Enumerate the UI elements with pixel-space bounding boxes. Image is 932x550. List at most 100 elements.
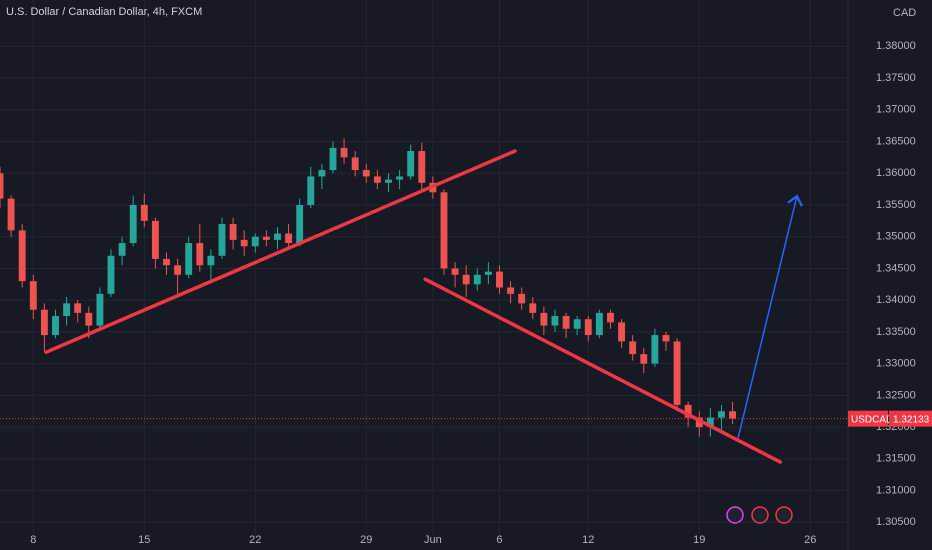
y-tick-label: 1.34000 [876,294,916,306]
candle-body [440,192,448,269]
candle-body [118,243,126,256]
y-tick-label: 1.38000 [876,40,916,52]
candle-body [473,274,481,285]
candle-body [274,233,281,240]
candle-body [174,265,182,275]
x-tick-label: 29 [360,534,372,546]
candle-body [584,319,592,336]
symbol-tag [848,410,888,427]
candle-body [618,322,626,342]
candle-body [207,255,215,266]
y-tick-label: 1.35500 [876,199,916,211]
candle-body [373,176,381,183]
y-tick-label: 1.37000 [876,104,916,116]
event-icons[interactable] [726,506,793,524]
candle-body [396,176,404,180]
candle-body [229,224,237,240]
y-tick-label: 1.35000 [876,231,916,243]
candle-body [651,335,659,364]
event-icon[interactable] [751,506,769,524]
candle-body [729,411,737,419]
x-tick-label: 12 [582,534,594,546]
x-tick-label: 6 [496,534,502,546]
candle-body [262,236,270,240]
candle-body [673,341,681,405]
candle-body [484,271,492,275]
x-tick-label: 15 [138,534,150,546]
candle-body [307,176,315,205]
candle-body [496,271,503,288]
candle-body [285,233,293,244]
chart-title: U.S. Dollar / Canadian Dollar, 4h, FXCM [6,6,202,18]
candle-body [595,312,603,336]
x-tick-label: Jun [424,534,442,546]
x-tick-label: 19 [693,534,705,546]
y-tick-label: 1.31000 [876,484,916,496]
x-tick-label: 26 [804,534,816,546]
price-tag [889,410,932,427]
candle-body [706,417,714,428]
candle-body [684,404,692,418]
candle-body [296,204,304,244]
candle-body [251,236,259,247]
candle-body [7,198,15,231]
y-tick-label: 1.36500 [876,135,916,147]
x-tick-label: 22 [249,534,261,546]
candle-body [240,239,248,247]
trend-line [44,149,517,354]
candle-body [573,319,581,329]
candle-body [107,255,115,294]
candle-body [74,303,82,313]
candle-body [385,179,392,183]
candle-body [163,258,170,266]
candle-body [462,274,470,285]
candle-body [151,220,159,259]
candle-body [29,281,37,310]
candle-body [63,303,71,317]
y-tick-label: 1.37500 [876,72,916,84]
candle-body [407,151,415,177]
candle-body [518,293,526,304]
candle-body [529,303,537,313]
candle-body [329,147,337,171]
candle-body [507,287,515,294]
candle-body [362,170,370,177]
candle-body [451,268,459,275]
candle-body [185,243,193,275]
candle-body [340,147,348,158]
candle-body [18,230,26,282]
candle-body [85,312,93,326]
y-tick-label: 1.31500 [876,453,916,465]
candle-body [0,173,4,199]
y-tick-label: 1.33500 [876,326,916,338]
candle-body [218,224,226,256]
trend-line [423,277,783,464]
trend-line [737,196,797,439]
candle-body [196,243,204,266]
candle-body [52,316,59,336]
y-tick-label: 1.36000 [876,167,916,179]
candle-body [640,354,648,364]
candle-body [140,204,148,221]
last-price-label: 1.32133 [893,414,930,425]
currency-label: CAD [893,7,916,19]
event-icon[interactable] [726,506,744,524]
candle-body [629,341,637,355]
candle-body [40,309,48,336]
y-tick-label: 1.33000 [876,358,916,370]
candle-body [129,204,137,244]
candle-body [662,335,670,342]
candle-body [96,293,104,326]
y-tick-label: 1.32500 [876,389,916,401]
event-icon[interactable] [775,506,793,524]
candle-body [562,316,570,329]
candle-body [551,316,559,326]
candle-body [540,312,548,326]
candle-body [418,151,426,183]
symbol-label: USDCAD [851,414,893,425]
y-tick-label: 1.30500 [876,516,916,528]
candle-body [607,312,614,323]
candle-body [718,411,725,418]
y-tick-label: 1.34500 [876,262,916,274]
